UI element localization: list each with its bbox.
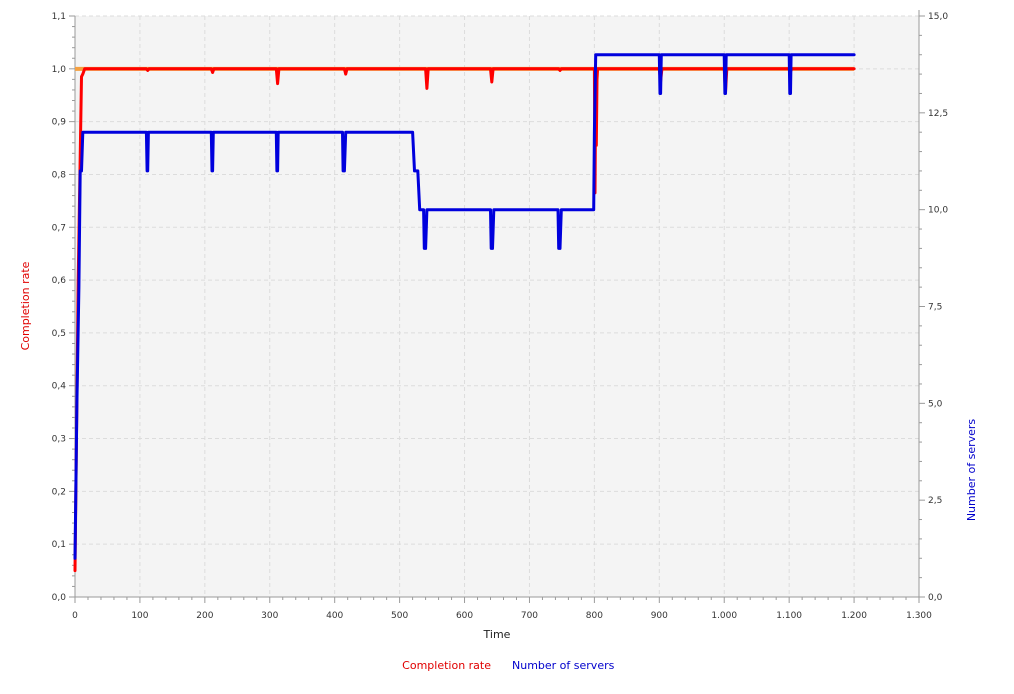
x-tick-label: 500 [391, 611, 408, 621]
x-tick-label: 400 [326, 611, 343, 621]
y-left-tick-label: 0,9 [52, 118, 67, 128]
x-tick-label: 800 [586, 611, 603, 621]
x-tick-label: 1.200 [841, 611, 867, 621]
y-right-tick-label: 5,0 [928, 399, 943, 409]
grid [75, 15, 920, 597]
x-tick-label: 900 [651, 611, 668, 621]
axes: 0,0 0,1 0,2 0,3 0,4 0,5 0,6 0,7 0,8 0,9 1,0 1,1 0,0 2… [52, 10, 948, 621]
x-tick-label: 300 [261, 611, 278, 621]
y-right-tick-label: 15,0 [928, 12, 948, 22]
y-right-tick-label: 12,5 [928, 109, 948, 119]
y-left-tick-label: 0,4 [52, 382, 67, 392]
y-right-tick-label: 10,0 [928, 206, 948, 216]
series-line-number-of-servers [73, 53, 856, 560]
y-left-tick-label: 0,1 [52, 540, 66, 550]
plot-background [75, 16, 919, 597]
y-left-axis-label: Completion rate [19, 261, 32, 350]
series-lines [73, 53, 856, 573]
legend-entry-number-of-servers: Number of servers [512, 659, 615, 672]
y-left-tick-label: 0,3 [52, 435, 66, 445]
x-tick-label: 1.000 [711, 611, 737, 621]
x-tick-label: 100 [131, 611, 148, 621]
y-left-tick-label: 0,8 [52, 170, 67, 180]
legend-entry-completion-rate: Completion rate [402, 659, 491, 672]
y-right-axis-label: Number of servers [965, 419, 978, 522]
legend: Completion rate Number of servers [402, 659, 614, 672]
y-left-tick-label: 1,1 [52, 12, 66, 22]
y-right-tick-label: 7,5 [928, 303, 942, 313]
y-left-tick-label: 0,2 [52, 487, 66, 497]
y-left-tick-label: 1,0 [52, 65, 67, 75]
y-left-tick-label: 0,6 [52, 276, 67, 286]
y-left-tick-label: 0,7 [52, 223, 66, 233]
x-tick-label: 700 [521, 611, 538, 621]
x-tick-label: 600 [456, 611, 473, 621]
y-left-tick-label: 0,0 [52, 593, 67, 603]
x-tick-label: 1.300 [906, 611, 932, 621]
y-right-tick-label: 2,5 [928, 496, 942, 506]
x-tick-label: 0 [72, 611, 78, 621]
x-tick-label: 1.100 [776, 611, 802, 621]
y-left-tick-label: 0,5 [52, 329, 66, 339]
x-tick-label: 200 [196, 611, 213, 621]
y-right-tick-label: 0,0 [928, 593, 943, 603]
x-axis-label: Time [483, 628, 511, 641]
